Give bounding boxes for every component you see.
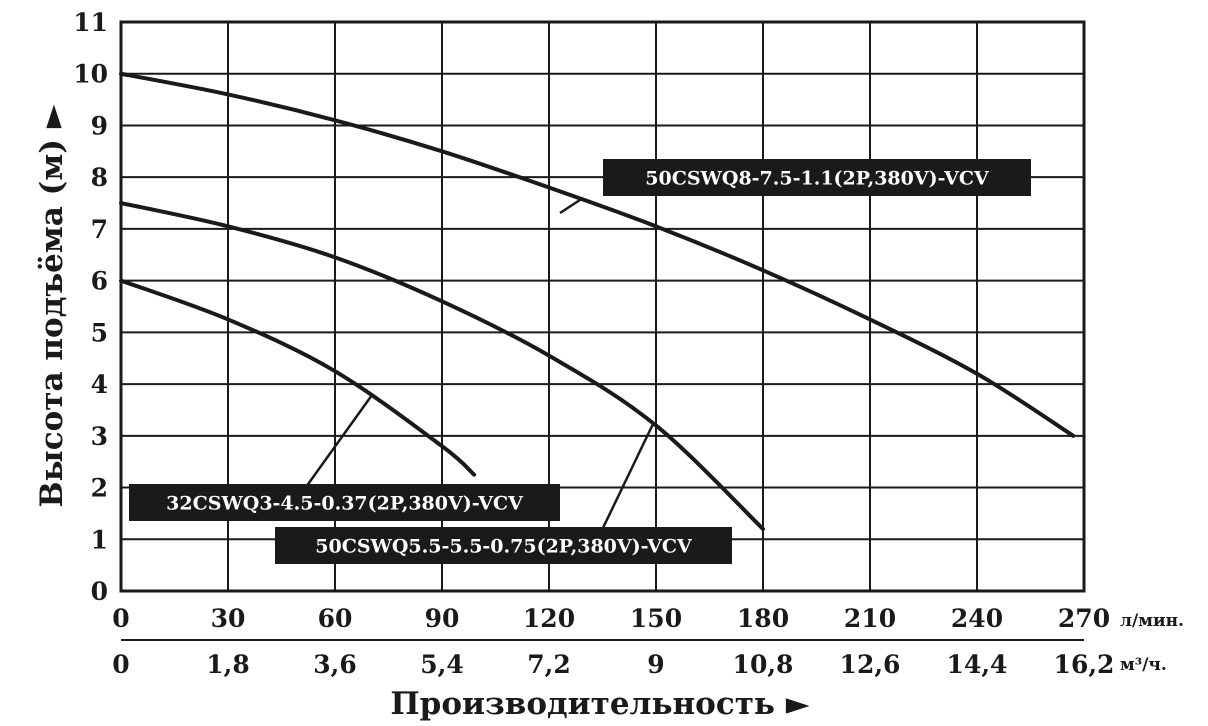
y-tick-label: 2 — [91, 474, 108, 503]
x-tick-label-primary: 180 — [737, 604, 789, 633]
x-tick-label-secondary: 16,2 — [1054, 650, 1115, 679]
y-tick-label: 5 — [91, 318, 108, 347]
x-tick-label-primary: 120 — [523, 604, 575, 633]
series-label-leader-line — [600, 423, 655, 531]
series-label-50cswq8: 50CSWQ8-7.5-1.1(2P,380V)-VCV — [645, 168, 990, 190]
series-curve-50cswq8 — [119, 71, 1076, 438]
series-curve-50cswq5-5 — [119, 201, 765, 531]
x-tick-label-secondary: 1,8 — [206, 650, 250, 679]
x-tick-label-primary: 60 — [318, 604, 353, 633]
x-tick-labels-primary: 0 30 60 90 120 150 180 210 240 270 — [112, 604, 1110, 633]
y-tick-label: 11 — [73, 8, 108, 37]
series-curve-32cswq3 — [119, 278, 477, 477]
y-axis-title: Высота подъёма (м) ► — [34, 104, 70, 507]
y-tick-label: 4 — [91, 370, 108, 399]
x-tick-label-primary: 0 — [112, 604, 129, 633]
y-tick-label: 8 — [91, 163, 108, 192]
plot-frame — [119, 20, 1086, 593]
y-tick-label: 10 — [73, 60, 108, 89]
y-tick-label: 0 — [91, 577, 108, 606]
y-tick-label: 6 — [91, 267, 108, 296]
x-tick-label-primary: 240 — [951, 604, 1003, 633]
x-tick-labels-secondary: 0 1,8 3,6 5,4 7,2 9 10,8 12,6 14,4 16,2 — [112, 650, 1114, 679]
x-tick-label-secondary: 14,4 — [947, 650, 1008, 679]
x-tick-label-secondary: 12,6 — [840, 650, 901, 679]
x-tick-label-primary: 210 — [844, 604, 896, 633]
series-label-50cswq5-5: 50CSWQ5.5-5.5-0.75(2P,380V)-VCV — [315, 536, 693, 558]
y-tick-label: 9 — [91, 111, 108, 140]
x-unit-secondary: м³/ч. — [1120, 655, 1167, 675]
x-axis-title: Производительность ► — [390, 686, 809, 722]
x-tick-label-secondary: 9 — [647, 650, 664, 679]
grid — [121, 22, 1084, 591]
x-tick-label-secondary: 7,2 — [527, 650, 571, 679]
x-tick-label-primary: 150 — [630, 604, 682, 633]
y-tick-label: 7 — [91, 215, 108, 244]
x-tick-label-secondary: 3,6 — [313, 650, 357, 679]
series-labels: 50CSWQ8-7.5-1.1(2P,380V)-VCV 50CSWQ5.5-5.… — [129, 159, 1031, 564]
x-tick-label-primary: 270 — [1058, 604, 1110, 633]
series-label-box — [129, 484, 560, 521]
series-label-32cswq3: 32CSWQ3-4.5-0.37(2P,380V)-VCV — [166, 493, 524, 515]
y-tick-label: 1 — [91, 525, 108, 554]
series-label-leader-line — [559, 196, 584, 215]
x-tick-label-secondary: 5,4 — [420, 650, 464, 679]
series-label-box — [275, 527, 732, 564]
y-tick-label: 3 — [91, 422, 108, 451]
x-tick-label-secondary: 10,8 — [733, 650, 794, 679]
x-tick-label-secondary: 0 — [112, 650, 129, 679]
x-unit-primary: л/мин. — [1120, 611, 1184, 631]
x-tick-label-primary: 90 — [425, 604, 460, 633]
x-tick-label-primary: 30 — [211, 604, 246, 633]
curves — [119, 71, 1076, 531]
series-label-box — [603, 159, 1031, 196]
y-tick-labels: 0 1 2 3 4 5 6 7 8 9 10 11 — [73, 8, 108, 606]
series-label-leader-line — [304, 394, 374, 488]
